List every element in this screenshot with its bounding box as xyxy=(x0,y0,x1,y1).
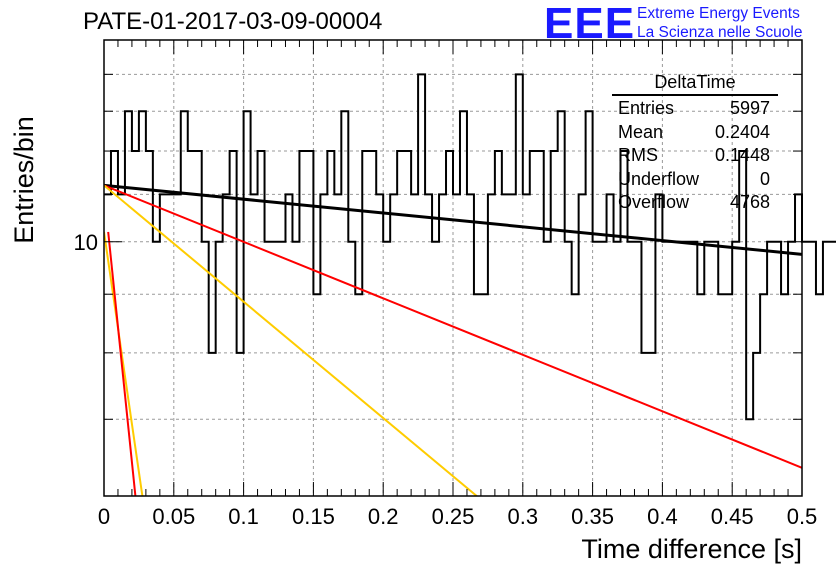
y-axis-label: Entries/bin xyxy=(9,116,39,244)
stats-label: Overflow xyxy=(618,192,690,212)
stats-row-entries: Entries 5997 xyxy=(612,97,778,121)
x-tick-label: 0.4 xyxy=(647,504,678,529)
fit-line-1 xyxy=(104,184,802,469)
fit-line-2 xyxy=(104,184,478,496)
x-tick-label: 0.1 xyxy=(228,504,259,529)
x-tick-label: 0.2 xyxy=(368,504,399,529)
stats-box: DeltaTime Entries 5997 Mean 0.2404 RMS 0… xyxy=(612,72,778,215)
stats-value: 0 xyxy=(759,168,770,189)
fit-line-0 xyxy=(104,183,802,256)
logo-caption-line2: La Scienza nelle Scuole xyxy=(637,24,803,41)
chart-title: PATE-01-2017-03-09-00004 xyxy=(83,8,383,35)
eee-logo: EEE xyxy=(544,0,636,48)
stats-label: RMS xyxy=(618,145,658,165)
x-tick-label: 0 xyxy=(98,504,110,529)
stats-value: 0.1448 xyxy=(714,145,770,165)
stats-label: Entries xyxy=(618,98,675,118)
histogram-steps xyxy=(104,73,836,421)
stats-row-mean: Mean 0.2404 xyxy=(612,121,778,145)
stats-row-underflow: Underflow 0 xyxy=(612,168,778,192)
y-tick-label: 10 xyxy=(74,230,98,255)
x-tick-label: 0.3 xyxy=(508,504,539,529)
axes: 0 0.05 0.1 0.15 0.2 0.25 0.3 0.35 0.4 0.45 0.5 10 xyxy=(74,39,818,529)
x-tick-label: 0.05 xyxy=(152,504,195,529)
fit-lines xyxy=(104,183,802,496)
x-tick-label: 0.25 xyxy=(432,504,475,529)
stats-value: 5997 xyxy=(729,98,770,118)
x-tick-label: 0.15 xyxy=(292,504,335,529)
x-tick-label: 0.35 xyxy=(571,504,614,529)
x-tick-label: 0.45 xyxy=(711,504,754,529)
x-tick-label: 0.5 xyxy=(787,504,818,529)
stats-row-overflow: Overflow 4768 xyxy=(612,191,778,215)
logo-caption: Extreme Energy Events La Scienza nelle S… xyxy=(637,4,802,42)
histogram-series xyxy=(104,73,836,421)
stats-label: Mean xyxy=(618,121,664,142)
fit-line-3 xyxy=(104,231,144,496)
stats-row-rms: RMS 0.1448 xyxy=(612,144,778,168)
fit-line-4 xyxy=(107,231,137,496)
stats-title: DeltaTime xyxy=(612,72,778,96)
logo-caption-line1: Extreme Energy Events xyxy=(637,5,800,22)
stats-label: Underflow xyxy=(618,168,700,189)
stats-value: 4768 xyxy=(729,192,770,212)
x-axis-label: Time difference [s] xyxy=(581,534,802,564)
stats-value: 0.2404 xyxy=(714,121,770,142)
